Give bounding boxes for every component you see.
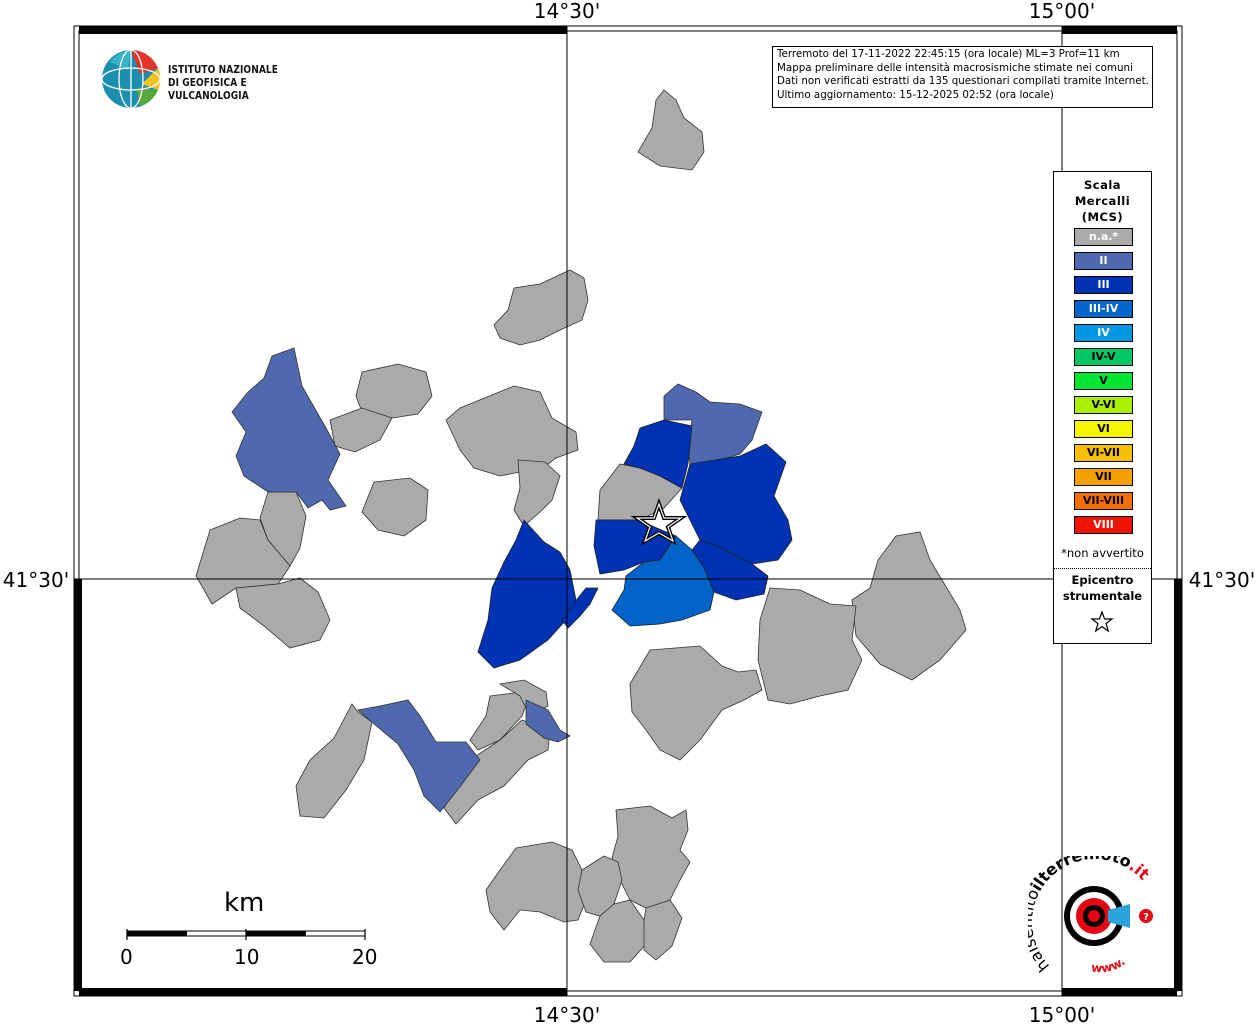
legend-title-line3: (MCS) (1081, 210, 1124, 224)
top-label-15-00: 15°00' (1029, 0, 1095, 23)
municipality-na (445, 385, 579, 477)
frame-segment-top-right (1062, 26, 1177, 34)
legend-epicenter-label: Epicentro strumentale (1054, 572, 1151, 604)
municipality-na (851, 531, 967, 681)
municipalities-intensity-III-IV (611, 535, 715, 627)
legend-title: Scala Mercalli (MCS) (1054, 177, 1151, 225)
bottom-label-15-00: 15°00' (1029, 1003, 1095, 1024)
municipality-III (623, 419, 693, 489)
frame-segment-left (74, 579, 82, 991)
scale-unit: km (224, 888, 265, 918)
municipality-III-IV (611, 535, 715, 627)
legend-separator (1054, 568, 1151, 569)
scale-tick-0: 0 (120, 945, 133, 969)
legend-item: IV-V (1074, 348, 1133, 366)
top-label-14-30: 14°30' (534, 0, 600, 23)
info-line-event: Terremoto del 17-11-2022 22:45:15 (ora l… (777, 48, 1120, 60)
municipality-III (561, 587, 599, 629)
legend-title-line1: Scala (1083, 178, 1122, 192)
event-info-box: Terremoto del 17-11-2022 22:45:15 (ora l… (772, 46, 1153, 108)
municipality-III (679, 443, 793, 565)
scale-tick-10: 10 (234, 945, 260, 969)
municipality-na (493, 269, 589, 346)
legend-epicenter-line2: strumentale (1062, 589, 1143, 603)
haisentito-target-icon: ? haisentitoilterremoto.it www. (1017, 844, 1154, 976)
legend-item: n.a.* (1074, 228, 1133, 246)
svg-text:?: ? (1143, 912, 1149, 923)
municipality-na (235, 577, 331, 649)
legend-item: III-IV (1074, 300, 1133, 318)
legend-item: VII (1074, 468, 1133, 486)
municipality-na (443, 719, 551, 825)
logo-line2: DI GEOFISICA E VULCANOLOGIA (168, 77, 249, 102)
svg-text:www.: www. (1091, 954, 1128, 975)
legend-item: V-VI (1074, 396, 1133, 414)
municipalities-intensity-II (231, 347, 763, 813)
municipality-na (259, 491, 307, 567)
right-label-41-30: 41°30' (1189, 568, 1255, 592)
municipality-na (329, 407, 393, 453)
map-inner-frame (78, 30, 1178, 992)
municipalities (195, 89, 967, 963)
municipality-na (643, 899, 683, 961)
logo-text-haisentito: haisentito (1028, 886, 1053, 976)
municipality-na (629, 645, 763, 761)
municipality-na (611, 805, 691, 911)
legend-item: V (1074, 372, 1133, 390)
intensity-legend: Scala Mercalli (MCS) n.a.* II III III-IV IV I… (1053, 171, 1152, 644)
municipality-II (525, 699, 571, 743)
municipality-na (295, 703, 373, 819)
municipality-na (361, 477, 429, 537)
legend-items: n.a.* II III III-IV IV IV-V V V-VI VI VI-VII VII VI… (1074, 228, 1133, 540)
municipality-na (637, 89, 705, 171)
logo-line1: ISTITUTO NAZIONALE (168, 64, 279, 76)
legend-item: IV (1074, 324, 1133, 342)
legend-item: VII-VIII (1074, 492, 1133, 510)
legend-title-line2: Mercalli (1074, 194, 1131, 208)
municipality-na (485, 841, 587, 931)
municipality-na (513, 459, 561, 527)
left-label-41-30: 41°30' (3, 568, 69, 592)
municipality-III (477, 519, 577, 669)
logo-text-ilterremoto: ilterremoto (1028, 856, 1135, 894)
ingv-globe-icon (101, 49, 161, 109)
bottom-label-14-30: 14°30' (534, 1003, 600, 1024)
legend-item: VIII (1074, 516, 1133, 534)
municipality-na (195, 517, 291, 605)
municipality-na (757, 587, 863, 705)
legend-item: II (1074, 252, 1133, 270)
legend-item: III (1074, 276, 1133, 294)
frame-segment-top-left (79, 26, 567, 34)
municipality-II (357, 699, 481, 813)
scale-tick-20: 20 (352, 945, 378, 969)
info-line-updated: Ultimo aggiornamento: 15-12-2025 02:52 (… (777, 88, 1054, 101)
scale-bar (126, 929, 366, 940)
frame-segment-bottom-right (1062, 988, 1177, 996)
ingv-logo: ISTITUTO NAZIONALE DI GEOFISICA E VULCAN… (100, 48, 320, 110)
map-frame (73, 25, 1183, 997)
legend-star-icon (1090, 610, 1114, 633)
legend-item: VI (1074, 420, 1133, 438)
haisentito-logo: ? haisentitoilterremoto.it www. (1017, 844, 1168, 976)
legend-epicenter-line1: Epicentro (1071, 573, 1134, 587)
frame-segment-bottom-left (79, 988, 567, 996)
info-line-data-source: Dati non verificati estratti da 135 ques… (777, 75, 1149, 87)
frame-segment-right (1174, 579, 1182, 991)
legend-item: VI-VII (1074, 444, 1133, 462)
epicenter-star-inner-icon (635, 502, 683, 543)
municipality-II (231, 347, 347, 511)
legend-note: *non avvertito (1061, 546, 1144, 560)
municipality-na (355, 363, 433, 419)
logo-text-www: www. (1091, 954, 1128, 975)
info-line-map-desc: Mappa preliminare delle intensità macros… (777, 61, 1133, 74)
